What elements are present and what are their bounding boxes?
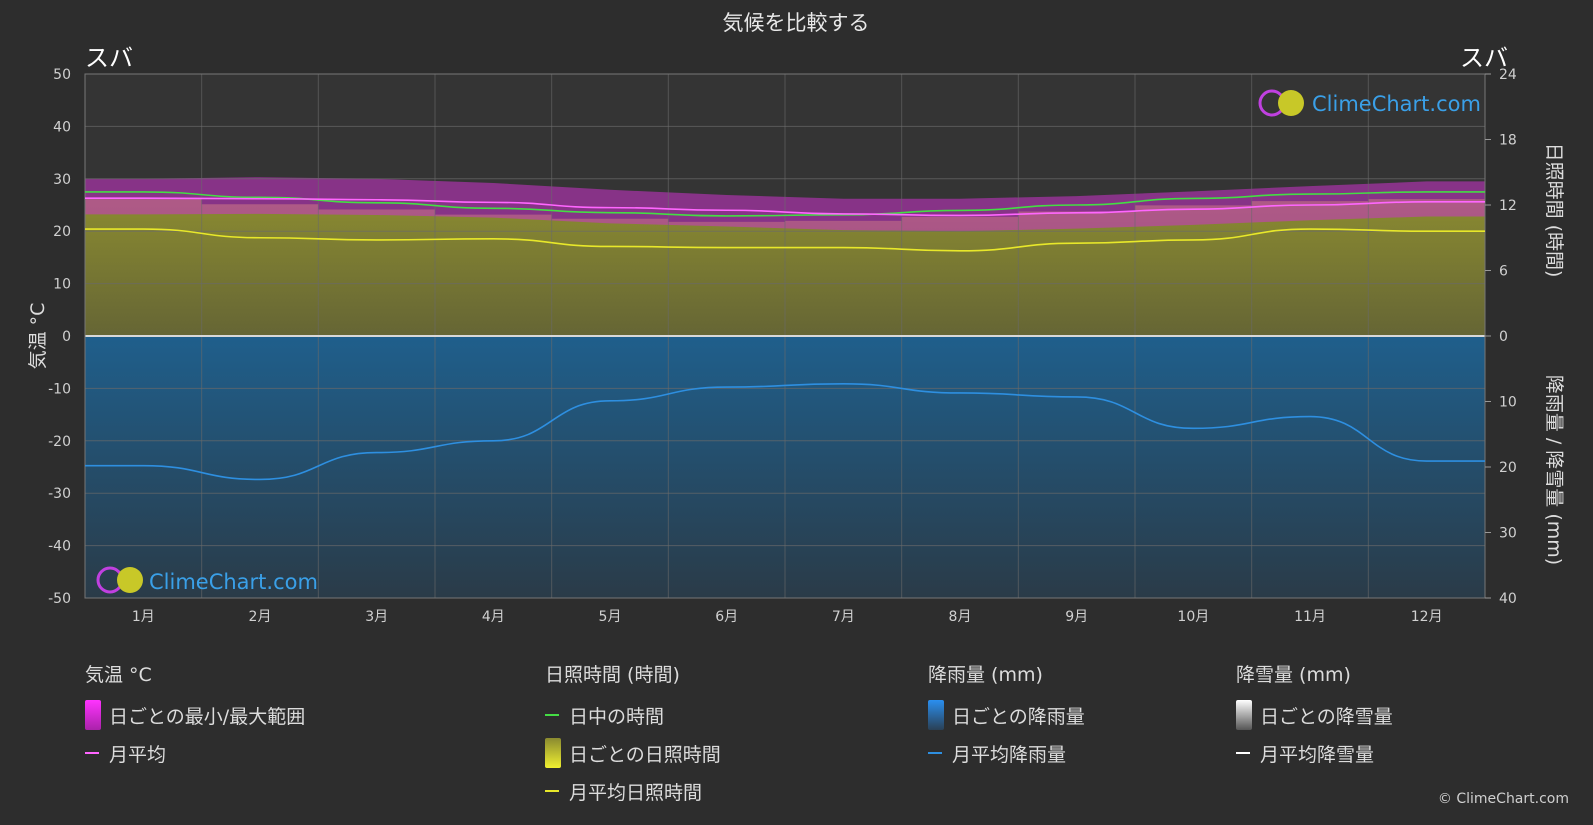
y-left-tick: -20 (48, 434, 71, 450)
x-tick-month: 9月 (1065, 609, 1088, 625)
y-right-top-tick: 6 (1499, 264, 1508, 280)
brand-bottom: ClimeChart.com (149, 570, 318, 594)
legend-sunshine: 日照時間 (時間) 日中の時間 日ごとの日照時間 月平均日照時間 (545, 660, 721, 810)
y-left-tick: 30 (53, 172, 71, 188)
series-line-1 (85, 228, 1485, 252)
y-right-top-tick: 18 (1499, 133, 1517, 149)
y-left-tick: 50 (53, 67, 71, 83)
swatch-daily-rain (928, 700, 944, 730)
plot-area: 50 40 30 20 10 0 -10 -20 -30 -40 -50 24 18 12 6 0 10 20 30… (48, 67, 1517, 625)
legend-temp-title: 気温 °C (85, 664, 152, 686)
legend-label: 月平均降雪量 (1260, 743, 1375, 766)
y-right-bottom-axis-label: 降雨量 / 降雪量 (mm) (1543, 375, 1565, 565)
chart-title: 気候を比較する (723, 11, 870, 35)
x-tick-month: 6月 (715, 609, 738, 625)
legend-item: 月平均降雪量 (1236, 734, 1393, 772)
legend-label: 日ごとの日照時間 (569, 743, 721, 766)
y-left-tick: 10 (53, 277, 71, 293)
legend-label: 日中の時間 (569, 705, 665, 728)
x-tick-month: 3月 (365, 609, 388, 625)
legend-item: 月平均日照時間 (545, 772, 721, 810)
brand-logo-bottom: ClimeChart.com (96, 566, 318, 594)
y-left-tick: -10 (48, 381, 71, 397)
x-tick-month: 2月 (249, 609, 272, 625)
brand-logo-top: ClimeChart.com (1258, 89, 1481, 117)
x-tick-month: 10月 (1177, 609, 1209, 625)
y-left-axis-label: 気温 °C (27, 303, 49, 370)
y-right-top-axis-label: 日照時間 (時間) (1543, 143, 1565, 278)
legend-item: 日ごとの日照時間 (545, 734, 721, 772)
legend-snow-title: 降雪量 (mm) (1236, 664, 1351, 686)
y-right-top-tick: 12 (1499, 198, 1517, 214)
y-right-bottom-tick: 10 (1499, 395, 1517, 411)
x-tick-month: 4月 (482, 609, 505, 625)
copyright: © ClimeChart.com (1437, 791, 1569, 807)
legend-label: 日ごとの降雨量 (952, 705, 1085, 728)
legend-sun-title: 日照時間 (時間) (545, 664, 680, 686)
swatch-sun-avg (545, 790, 559, 792)
x-tick-month: 8月 (949, 609, 972, 625)
legend-item: 日ごとの最小/最大範囲 (85, 696, 305, 734)
swatch-daylight (545, 714, 559, 716)
series-line-2 (85, 197, 1485, 217)
y-left-tick: 0 (62, 329, 71, 345)
legend-item: 月平均降雨量 (928, 734, 1085, 772)
y-right-bottom-tick: 30 (1499, 526, 1517, 542)
swatch-snow-avg (1236, 752, 1250, 754)
swatch-temp-range (85, 700, 101, 730)
swatch-daily-snow (1236, 700, 1252, 730)
x-tick-month: 1月 (132, 609, 155, 625)
legend-label: 月平均日照時間 (569, 781, 703, 804)
legend-temperature: 気温 °C 日ごとの最小/最大範囲 月平均 (85, 660, 305, 772)
y-right-bottom-tick: 40 (1499, 591, 1517, 607)
x-tick-month: 11月 (1294, 609, 1326, 625)
y-right-top-tick: 24 (1499, 67, 1517, 83)
y-right-bottom-tick: 20 (1499, 460, 1517, 476)
legend-label: 月平均 (109, 743, 167, 766)
y-left-tick: 40 (53, 119, 71, 135)
location-right: スバ (1460, 44, 1508, 72)
x-tick-month: 12月 (1411, 609, 1443, 625)
swatch-daily-sun (545, 738, 561, 768)
legend-item: 日中の時間 (545, 696, 721, 734)
x-tick-month: 5月 (599, 609, 622, 625)
location-left: スバ (85, 44, 133, 72)
legend-label: 日ごとの降雪量 (1260, 705, 1393, 728)
swatch-rain-avg (928, 752, 942, 754)
logo-sun-icon (117, 567, 143, 593)
climate-chart: 気候を比較する スバ スバ 50 40 30 20 10 0 -10 -20 -30 -40 -50… (27, 11, 1565, 625)
legend-item: 月平均 (85, 734, 305, 772)
y-left-tick: -50 (48, 591, 71, 607)
legend-rain-title: 降雨量 (mm) (928, 664, 1043, 686)
y-left-tick: -40 (48, 539, 71, 555)
swatch-temp-avg (85, 752, 99, 754)
y-left-tick: 20 (53, 224, 71, 240)
legend-rain: 降雨量 (mm) 日ごとの降雨量 月平均降雨量 (928, 660, 1085, 772)
legend-item: 日ごとの降雪量 (1236, 696, 1393, 734)
series-line-3 (85, 383, 1485, 481)
brand-top: ClimeChart.com (1312, 92, 1481, 116)
y-left-tick: -30 (48, 486, 71, 502)
legend-label: 日ごとの最小/最大範囲 (109, 705, 306, 728)
y-right-top-tick: 0 (1499, 329, 1508, 345)
legend-label: 月平均降雨量 (952, 743, 1067, 766)
legend-snow: 降雪量 (mm) 日ごとの降雪量 月平均降雪量 (1236, 660, 1393, 772)
legend-item: 日ごとの降雨量 (928, 696, 1085, 734)
x-tick-month: 7月 (832, 609, 855, 625)
logo-sun-icon (1278, 90, 1304, 116)
